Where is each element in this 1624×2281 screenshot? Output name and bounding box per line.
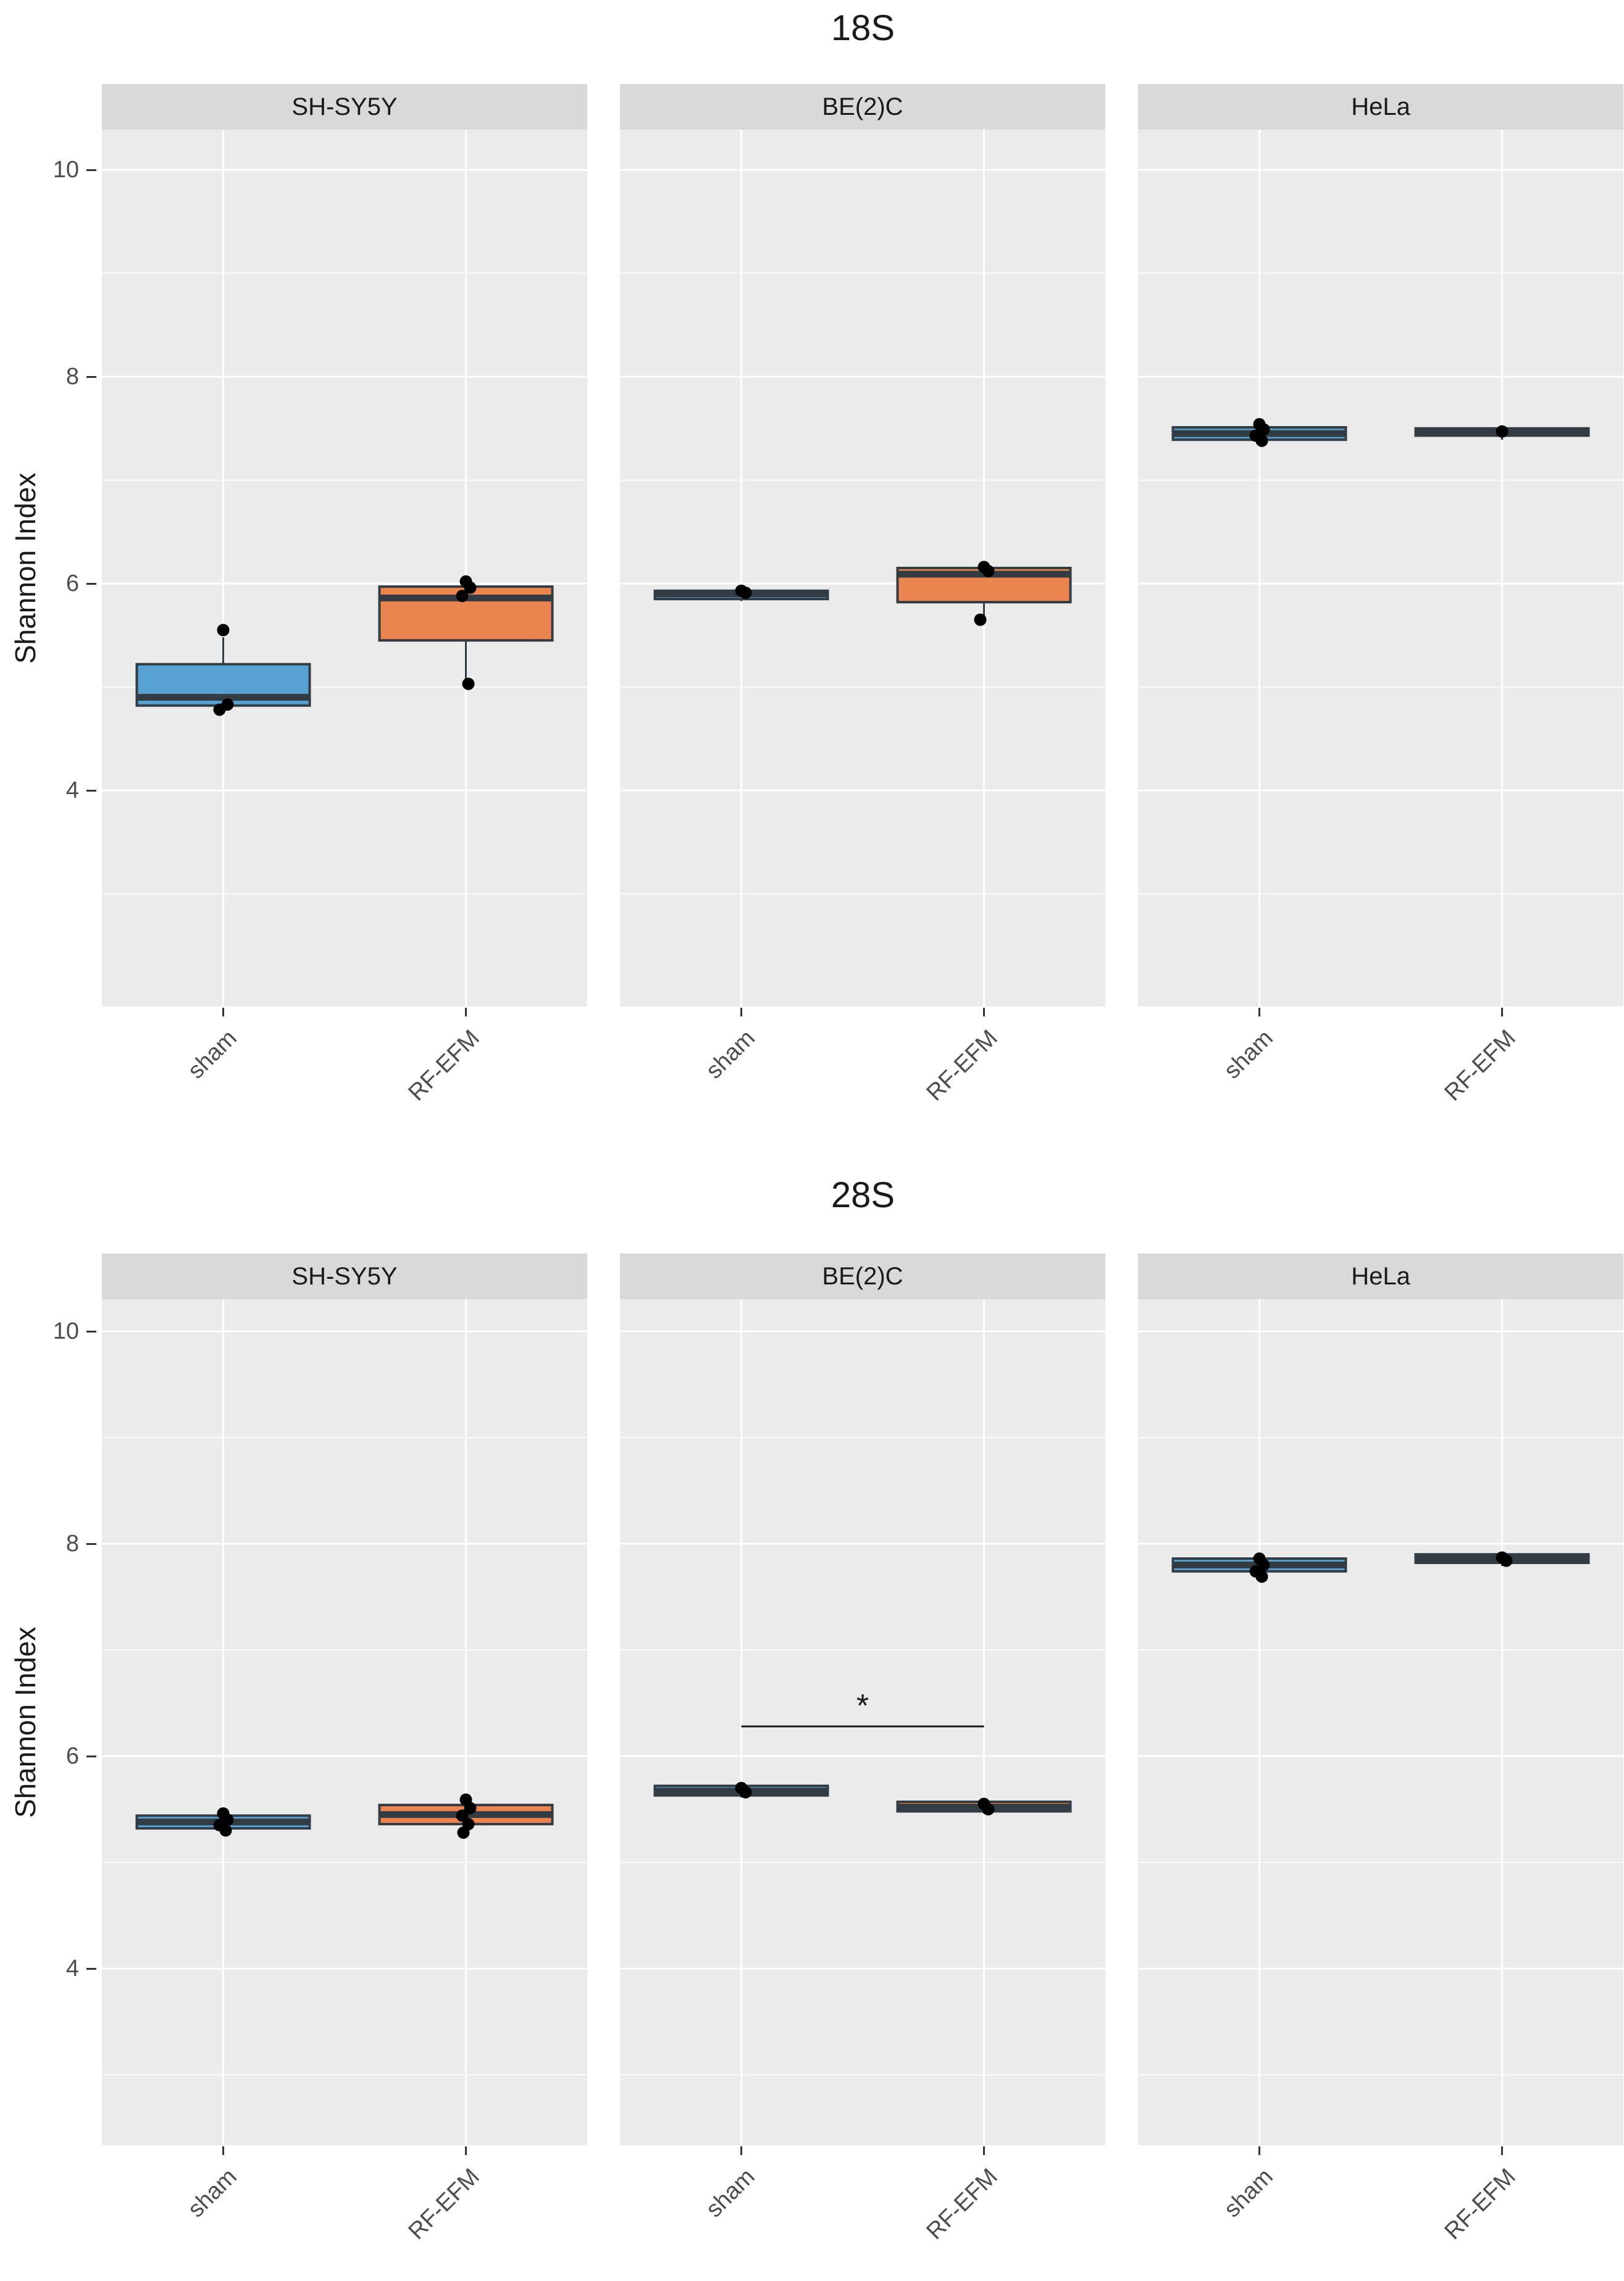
data-point xyxy=(456,1809,469,1822)
x-tick-label-sham: sham xyxy=(1218,1025,1278,1084)
panel-background xyxy=(620,1299,1105,2145)
x-tick-mark xyxy=(740,2146,742,2155)
x-tick-label-rf-efm: RF-EFM xyxy=(403,2164,485,2245)
y-tick-mark xyxy=(86,790,96,792)
y-tick-mark xyxy=(86,376,96,378)
y-tick-label: 8 xyxy=(65,364,79,390)
x-tick-mark xyxy=(1258,1008,1260,1016)
x-tick-label-rf-efm: RF-EFM xyxy=(1439,2164,1521,2245)
x-tick-mark xyxy=(1501,2146,1503,2155)
y-tick-mark xyxy=(86,1756,96,1757)
data-point xyxy=(1255,434,1268,447)
panel-hela xyxy=(1138,130,1623,1007)
y-tick-label: 4 xyxy=(65,777,79,803)
facet-strip-0: SH-SY5Y xyxy=(102,84,587,130)
x-tick-label-rf-efm: RF-EFM xyxy=(921,1025,1003,1107)
x-tick-label-sham: sham xyxy=(1218,2164,1278,2223)
y-tick-label: 6 xyxy=(65,571,79,596)
data-point xyxy=(456,590,469,603)
y-tick-mark xyxy=(86,1968,96,1970)
facet-strip-label: SH-SY5Y xyxy=(291,93,398,120)
data-point xyxy=(464,1802,477,1815)
panel-background xyxy=(102,1299,587,2145)
facet-strip-label: SH-SY5Y xyxy=(291,1262,398,1290)
y-tick-label: 6 xyxy=(65,1743,79,1769)
facet-strip-2: HeLa xyxy=(1138,84,1623,130)
data-point xyxy=(213,703,226,716)
panel-shsy5y xyxy=(102,130,587,1007)
panel-shsy5y xyxy=(102,1299,587,2145)
y-tick-label: 4 xyxy=(65,1956,79,1982)
x-tick-mark xyxy=(465,2146,467,2155)
y-tick-mark xyxy=(86,1543,96,1545)
data-point xyxy=(1255,1570,1268,1583)
data-point xyxy=(974,613,987,626)
x-tick-mark xyxy=(983,1008,985,1016)
y-axis-title-28s: Shannon Index xyxy=(9,1626,41,1818)
facet-strip-label: HeLa xyxy=(1351,93,1410,120)
x-tick-label-rf-efm: RF-EFM xyxy=(1439,1025,1521,1107)
panel-hela xyxy=(1138,1299,1623,2145)
facet-strip-2: HeLa xyxy=(1138,1254,1623,1299)
y-tick-label: 8 xyxy=(65,1531,79,1557)
data-point xyxy=(457,1826,470,1839)
panel-be2c xyxy=(620,130,1105,1007)
data-point xyxy=(1500,1554,1513,1567)
y-tick-mark xyxy=(86,169,96,171)
facet-strip-label: BE(2)C xyxy=(822,93,903,120)
y-tick-label: 10 xyxy=(52,157,79,183)
data-point xyxy=(464,581,477,594)
x-tick-label-sham: sham xyxy=(182,1025,242,1084)
panel-be2c: * xyxy=(620,1299,1105,2145)
x-tick-label-sham: sham xyxy=(182,2164,242,2223)
facet-strip-label: HeLa xyxy=(1351,1262,1410,1290)
panel-background xyxy=(102,130,587,1007)
x-tick-mark xyxy=(1258,2146,1260,2155)
y-tick-mark xyxy=(86,1331,96,1333)
data-point xyxy=(982,1803,995,1815)
data-point xyxy=(462,677,475,690)
x-tick-label-sham: sham xyxy=(700,1025,760,1084)
facet-strip-0: SH-SY5Y xyxy=(102,1254,587,1299)
data-point xyxy=(739,1786,752,1799)
data-point xyxy=(1496,425,1509,438)
significance-star: * xyxy=(856,1688,869,1724)
x-tick-label-rf-efm: RF-EFM xyxy=(921,2164,1003,2245)
x-tick-mark xyxy=(222,2146,224,2155)
facet-strip-1: BE(2)C xyxy=(620,1254,1105,1299)
y-tick-mark xyxy=(86,583,96,585)
data-point xyxy=(219,1824,232,1837)
x-tick-mark xyxy=(1501,1008,1503,1016)
chart-title-28s: 28S xyxy=(831,1175,895,1215)
facet-strip-label: BE(2)C xyxy=(822,1262,903,1290)
y-tick-label: 10 xyxy=(52,1318,79,1344)
x-tick-mark xyxy=(740,1008,742,1016)
x-tick-mark xyxy=(222,1008,224,1016)
data-point xyxy=(982,564,995,577)
data-point xyxy=(739,587,752,600)
panel-background xyxy=(1138,130,1623,1007)
y-axis-title-18s: Shannon Index xyxy=(9,472,41,664)
panel-background xyxy=(1138,1299,1623,2145)
facet-strip-1: BE(2)C xyxy=(620,84,1105,130)
chart-title-18s: 18S xyxy=(831,8,895,48)
median-line xyxy=(136,693,310,701)
x-tick-mark xyxy=(983,2146,985,2155)
data-point xyxy=(217,624,230,637)
x-tick-label-sham: sham xyxy=(700,2164,760,2223)
x-tick-mark xyxy=(465,1008,467,1016)
x-tick-label-rf-efm: RF-EFM xyxy=(403,1025,485,1107)
